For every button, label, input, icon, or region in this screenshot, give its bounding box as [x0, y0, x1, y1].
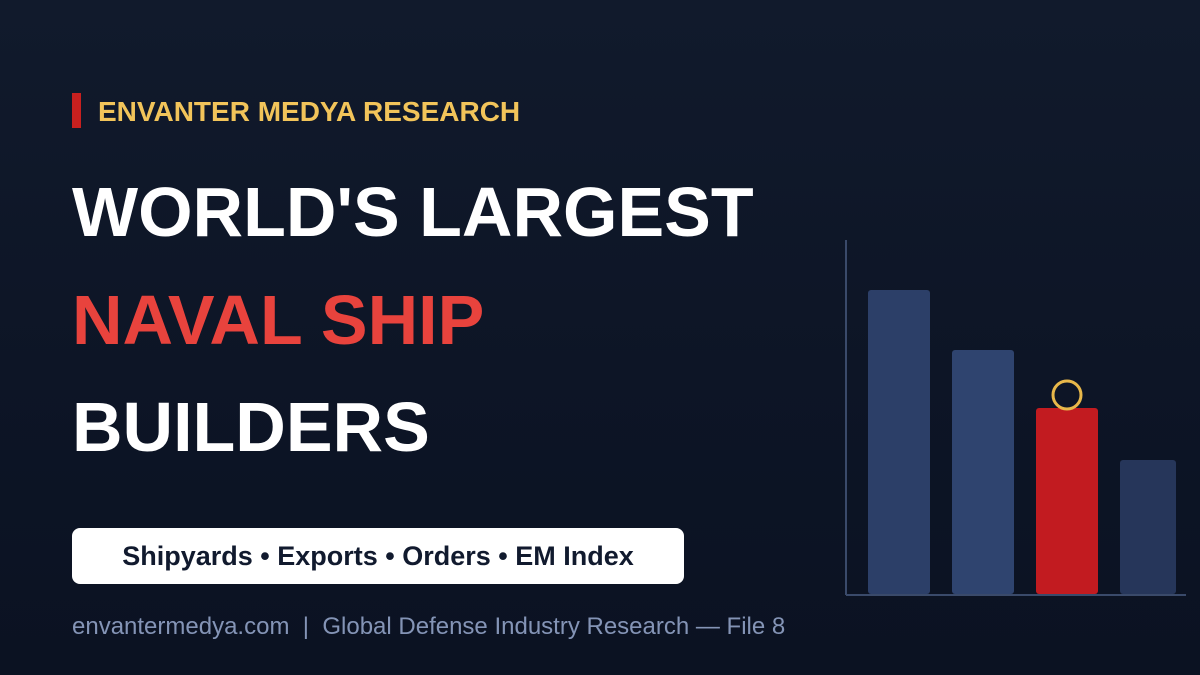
bar — [1120, 460, 1176, 594]
marker — [1051, 379, 1083, 411]
title-line: WORLD'S LARGEST — [72, 173, 754, 251]
title-line: BUILDERS — [72, 388, 430, 466]
tag-text: Shipyards • Exports • Orders • EM Index — [122, 540, 634, 571]
bar — [868, 290, 930, 594]
footer: envantermedya.com | Global Defense Indus… — [72, 613, 786, 640]
title-line: NAVAL SHIP — [72, 281, 485, 359]
tag-pill: Shipyards • Exports • Orders • EM Index — [72, 528, 684, 584]
accent-bar — [72, 93, 81, 128]
bar — [952, 350, 1014, 594]
bar-highlight — [1036, 408, 1098, 594]
kicker: ENVANTER MEDYA RESEARCH — [98, 96, 521, 127]
